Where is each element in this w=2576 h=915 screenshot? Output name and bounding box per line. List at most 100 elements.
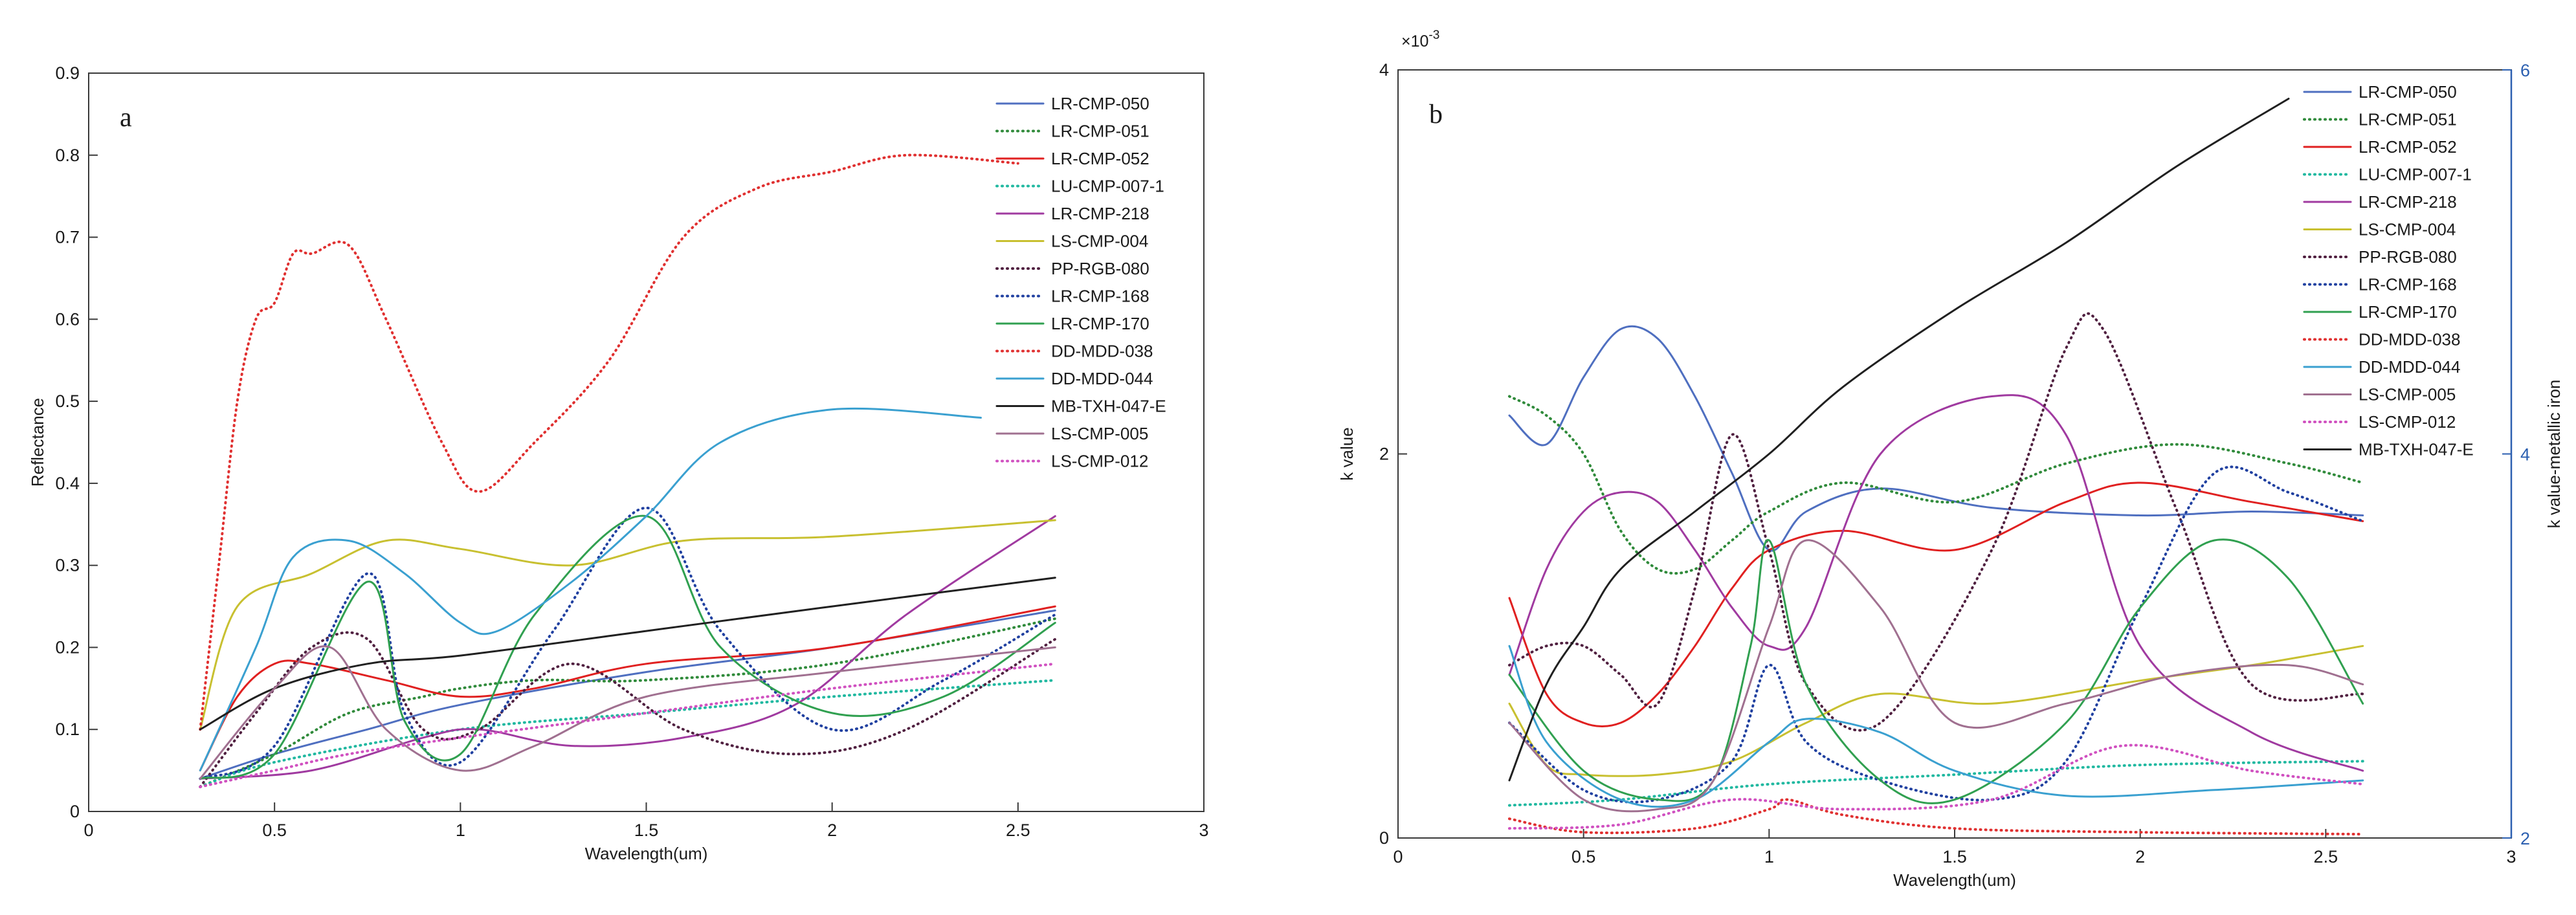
axis-exponent-label: ×10-3 — [1401, 28, 1439, 50]
x-axis-label: Wavelength(um) — [585, 844, 708, 863]
series-line-dd-mdd-044 — [199, 407, 982, 772]
panel-label: a — [120, 103, 132, 133]
legend: LR-CMP-050 LR-CMP-051 LR-CMP-052 LU-CMP-007… — [995, 94, 1166, 471]
series-line-pp-rgb-080 — [199, 631, 1057, 788]
series-line-lr-cmp-052 — [1508, 481, 2364, 728]
series-line-ls-cmp-004 — [199, 519, 1056, 731]
series-line-lr-cmp-051 — [1508, 395, 2364, 575]
series-line-lr-cmp-170 — [1508, 538, 2364, 804]
legend-entry-label: LU-CMP-007-1 — [2359, 165, 2472, 184]
legend-entry-label: LS-CMP-012 — [2359, 412, 2456, 432]
legend-entry-label: PP-RGB-080 — [2359, 247, 2457, 267]
legend-entry-label: MB-TXH-047-E — [2359, 440, 2474, 459]
y-tick-label: 0.2 — [55, 637, 80, 657]
series-lines — [1508, 98, 2364, 836]
series-line-lu-cmp-007-1 — [199, 679, 1057, 788]
legend-entry-label: LR-CMP-168 — [2359, 275, 2457, 294]
y-tick-label: 0.9 — [55, 63, 80, 83]
series-lines — [199, 153, 1057, 788]
series-line-dd-mdd-044 — [1508, 645, 2364, 808]
y-tick-label: 0.1 — [55, 720, 80, 739]
y-tick-label: 4 — [1379, 60, 1389, 80]
legend-entry-label: LR-CMP-050 — [1051, 94, 1149, 113]
legend-entry-label: LR-CMP-218 — [2359, 192, 2457, 212]
panel-label: b — [1429, 100, 1443, 129]
legend-entry-label: LS-CMP-005 — [2359, 385, 2456, 404]
series-line-lr-cmp-168 — [199, 506, 1057, 780]
y2-tick-label: 2 — [2520, 829, 2530, 848]
x-axis-label: Wavelength(um) — [1893, 870, 2016, 890]
legend-entry-label: MB-TXH-047-E — [1051, 397, 1166, 416]
legend-entry-label: LR-CMP-051 — [1051, 122, 1149, 141]
series-line-ls-cmp-004 — [1508, 645, 2364, 777]
legend-entry-label: LR-CMP-051 — [2359, 110, 2457, 129]
y2-tick-label: 4 — [2520, 445, 2530, 465]
legend-entry-label: DD-MDD-038 — [2359, 330, 2460, 349]
series-line-lr-cmp-170 — [199, 514, 1056, 780]
x-tick-label: 0.5 — [1571, 847, 1596, 866]
plot-area-frame — [88, 72, 1205, 812]
legend-entry-label: PP-RGB-080 — [1051, 259, 1149, 278]
series-line-mb-txh-047-e — [199, 577, 1056, 731]
y-tick-label: 0.7 — [55, 228, 80, 247]
x-tick-label: 1 — [1764, 847, 1774, 866]
legend-entry-label: DD-MDD-044 — [2359, 357, 2460, 377]
legend-entry-label: LR-CMP-052 — [1051, 149, 1149, 168]
x-tick-label: 3 — [1199, 821, 1208, 840]
series-line-lr-cmp-051 — [199, 617, 1057, 788]
legend-entry-label: LR-CMP-168 — [1051, 287, 1149, 306]
y-tick-label: 0.5 — [55, 391, 80, 411]
x-tick-label: 2 — [2135, 847, 2145, 866]
y-tick-label: 0 — [1379, 828, 1389, 848]
y-tick-label: 0.3 — [55, 556, 80, 575]
y-axis-label: k value — [1337, 427, 1357, 480]
series-line-lr-cmp-050 — [1508, 325, 2364, 552]
y-tick-label: 0.8 — [55, 146, 80, 165]
y2-tick-label: 6 — [2520, 61, 2530, 80]
x-tick-label: 1.5 — [634, 821, 659, 840]
legend-entry-label: LR-CMP-218 — [1051, 204, 1149, 223]
series-line-lr-cmp-218 — [1508, 394, 2364, 772]
legend-entry-label: DD-MDD-044 — [1051, 369, 1153, 388]
x-tick-label: 0 — [1393, 847, 1403, 866]
series-line-ls-cmp-005 — [199, 645, 1056, 780]
legend-entry-label: LS-CMP-005 — [1051, 424, 1148, 443]
x-tick-label: 2.5 — [2314, 847, 2338, 866]
y-tick-label: 0.6 — [55, 309, 80, 329]
series-line-lr-cmp-052 — [199, 605, 1056, 772]
legend-entry-label: LS-CMP-004 — [1051, 232, 1148, 251]
series-line-dd-mdd-038 — [1508, 798, 2364, 836]
series-line-ls-cmp-005 — [1508, 539, 2364, 813]
series-line-lr-cmp-218 — [199, 515, 1056, 780]
series-line-lr-cmp-168 — [1508, 465, 2364, 804]
y2-axis-label: k value-metallic iron — [2544, 380, 2564, 529]
legend-entry-label: LU-CMP-007-1 — [1051, 177, 1164, 196]
y-tick-label: 2 — [1379, 445, 1389, 464]
chart-panel-b: 0 0.5 1 1.5 2 2.5 3 0 2 4 2 4 6 Wavelength(um) k value… — [1337, 28, 2564, 890]
series-line-lu-cmp-007-1 — [1508, 760, 2364, 807]
y-tick-label: 0.4 — [55, 474, 80, 493]
x-tick-label: 2.5 — [1006, 821, 1030, 840]
series-line-dd-mdd-038 — [199, 153, 1019, 731]
series-line-mb-txh-047-e — [1508, 98, 2290, 782]
legend: LR-CMP-050 LR-CMP-051 LR-CMP-052 LU-CMP-007… — [2303, 82, 2474, 459]
legend-entry-label: DD-MDD-038 — [1051, 342, 1153, 361]
legend-entry-label: LS-CMP-012 — [1051, 452, 1148, 471]
series-line-ls-cmp-012 — [1508, 744, 2364, 830]
legend-entry-label: LS-CMP-004 — [2359, 220, 2456, 239]
x-tick-label: 3 — [2506, 847, 2516, 866]
y-tick-label: 0 — [70, 802, 80, 821]
x-tick-label: 1 — [456, 821, 465, 840]
x-tick-label: 1.5 — [1942, 847, 1967, 866]
x-tick-label: 0 — [83, 821, 93, 840]
x-tick-label: 2 — [827, 821, 837, 840]
legend-entry-label: LR-CMP-170 — [1051, 314, 1149, 333]
legend-entry-label: LR-CMP-050 — [2359, 82, 2457, 102]
legend-entry-label: LR-CMP-052 — [2359, 137, 2457, 157]
legend-entry-label: LR-CMP-170 — [2359, 302, 2457, 322]
y-axis-label: Reflectance — [28, 398, 47, 487]
x-tick-label: 0.5 — [262, 821, 287, 840]
series-line-ls-cmp-012 — [199, 662, 1057, 788]
chart-panel-a: 0 0.5 1 1.5 2 2.5 3 0 0.1 0.2 0.3 0.4 0.5 0.6 0.7 0.8 0.… — [28, 63, 1209, 863]
